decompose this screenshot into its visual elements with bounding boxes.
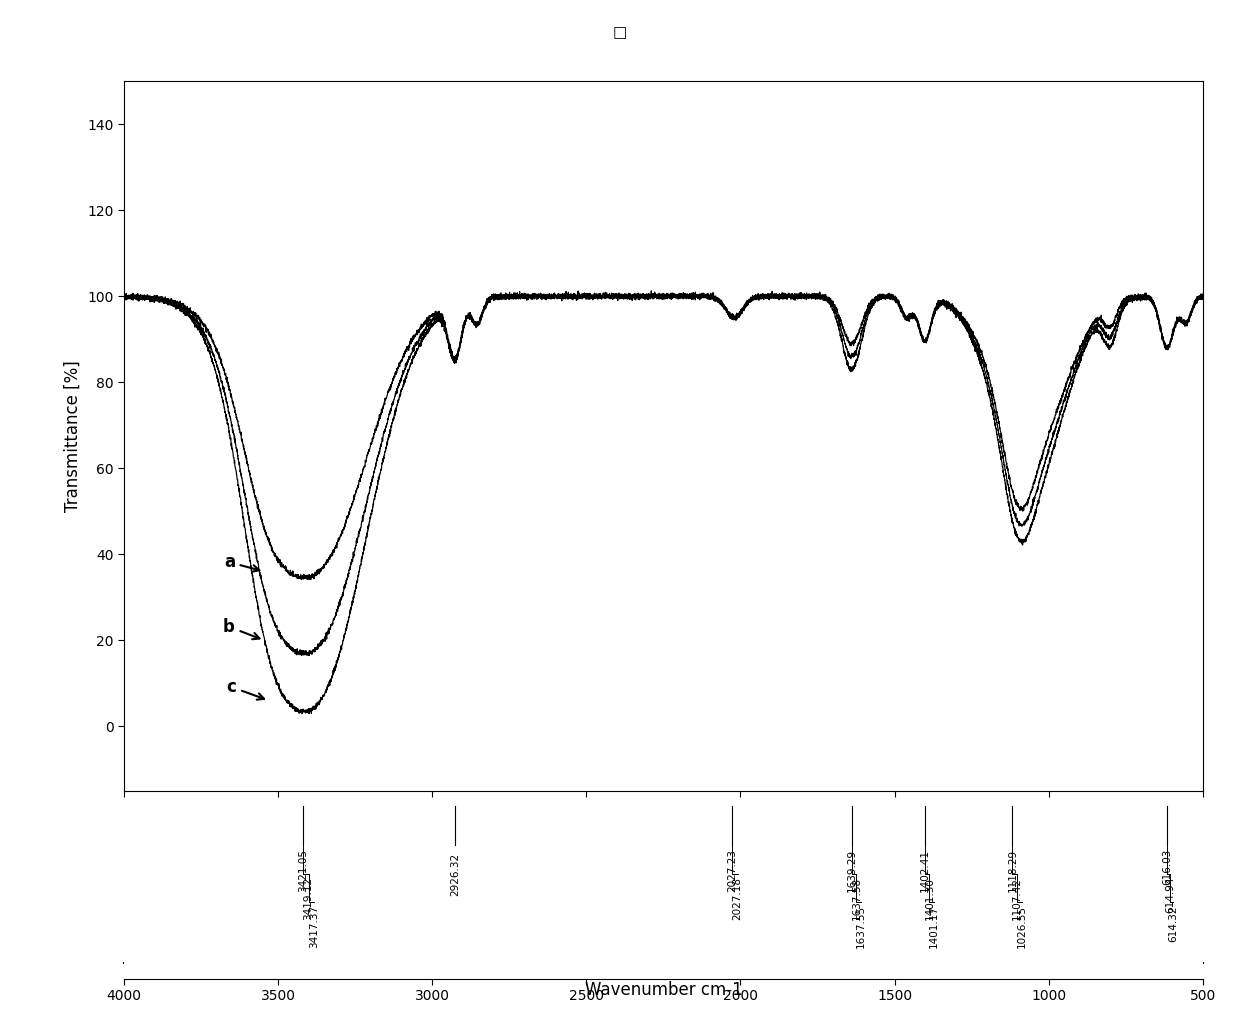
Text: 3421.05: 3421.05 <box>298 849 308 891</box>
Text: a: a <box>224 554 259 572</box>
Text: 616.03: 616.03 <box>1162 849 1172 885</box>
Text: 1637.58: 1637.58 <box>852 877 862 920</box>
Text: 614.32: 614.32 <box>1168 906 1178 942</box>
Text: 1401.30: 1401.30 <box>924 877 935 920</box>
Text: □: □ <box>613 25 627 41</box>
Text: 614.94: 614.94 <box>1166 877 1176 914</box>
Text: c: c <box>227 678 264 700</box>
Text: 3419.12: 3419.12 <box>304 877 314 920</box>
Text: Wavenumber cm-1: Wavenumber cm-1 <box>584 981 743 999</box>
Text: 1639.29: 1639.29 <box>847 849 857 891</box>
Text: 1107.42: 1107.42 <box>1012 877 1022 920</box>
Text: 3417.37: 3417.37 <box>309 906 319 948</box>
Text: 1118.29: 1118.29 <box>1007 849 1017 891</box>
Text: 2926.32: 2926.32 <box>450 853 460 896</box>
Text: 1402.41: 1402.41 <box>920 849 930 891</box>
Text: 1026.55: 1026.55 <box>1017 906 1027 948</box>
Text: 1401.17: 1401.17 <box>929 906 939 948</box>
Text: b: b <box>223 618 259 639</box>
Text: 2027.23: 2027.23 <box>727 849 737 891</box>
Text: 1637.55: 1637.55 <box>856 906 866 948</box>
Text: 2027.18: 2027.18 <box>733 877 743 920</box>
Y-axis label: Transmittance [%]: Transmittance [%] <box>63 360 82 512</box>
